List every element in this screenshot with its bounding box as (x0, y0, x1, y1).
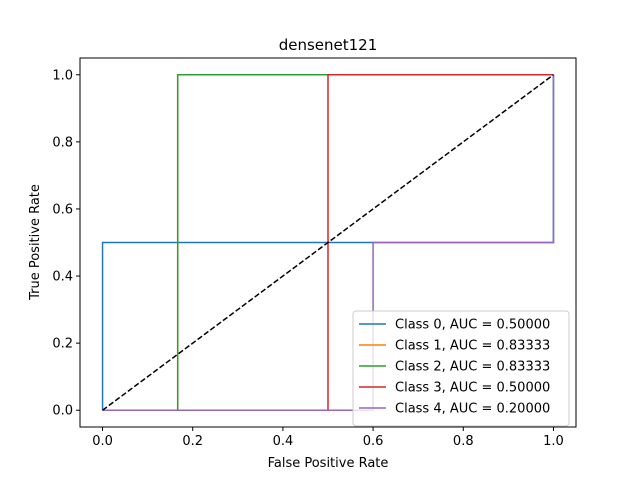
y-tick-label: 0.8 (52, 135, 73, 150)
axis-ticks: 0.0 0.2 0.4 0.6 0.8 1.0 0.0 0.2 0.4 0.6 0.8 1.0 (52, 68, 563, 449)
y-tick-label: 0.4 (52, 270, 73, 285)
reference-diagonal-line (102, 74, 554, 411)
x-tick-label: 0.4 (273, 434, 294, 449)
x-axis-label: False Positive Rate (268, 456, 389, 471)
series-line-class-4 (102, 74, 555, 411)
plot-area (101, 74, 555, 411)
legend-label-class-0: Class 0, AUC = 0.50000 (395, 318, 550, 333)
legend-box (352, 310, 570, 427)
x-tick-label: 0.2 (182, 434, 203, 449)
chart-title: densenet121 (279, 36, 378, 54)
legend-label-class-2: Class 2, AUC = 0.83333 (395, 360, 550, 375)
legend-label-class-3: Class 3, AUC = 0.50000 (395, 381, 550, 396)
y-tick-label: 1.0 (52, 68, 73, 83)
y-tick-label: 0.0 (52, 404, 73, 419)
x-tick-label: 0.8 (453, 434, 474, 449)
y-axis-label: True Positive Rate (28, 184, 43, 301)
axes-frame (79, 57, 577, 428)
y-tick-label: 0.6 (52, 202, 73, 217)
legend-label-class-4: Class 4, AUC = 0.20000 (395, 402, 550, 417)
x-tick-label: 0.0 (92, 434, 113, 449)
y-tick-label: 0.2 (52, 337, 73, 352)
x-tick-label: 0.6 (363, 434, 384, 449)
x-tick-label: 1.0 (543, 434, 564, 449)
legend: Class 0, AUC = 0.50000 Class 1, AUC = 0.8… (352, 310, 570, 427)
legend-label-class-1: Class 1, AUC = 0.83333 (395, 339, 550, 354)
